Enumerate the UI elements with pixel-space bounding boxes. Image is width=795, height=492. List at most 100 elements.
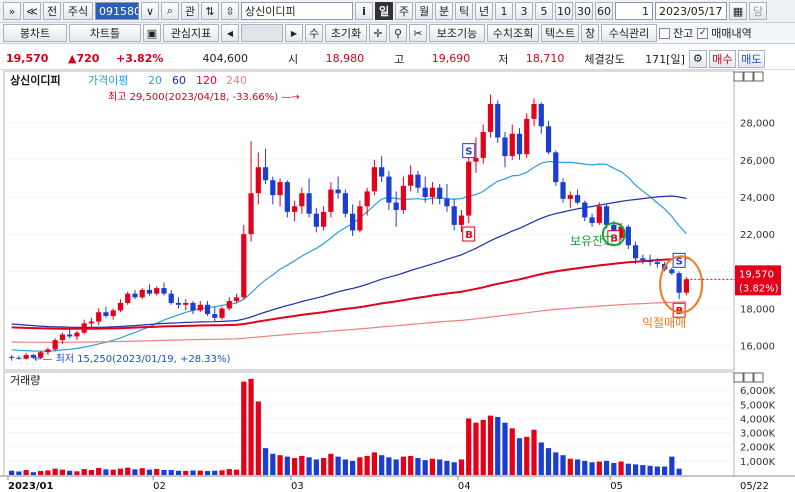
su-button[interactable]: 수 — [305, 24, 323, 42]
sell-button[interactable]: 매도 — [737, 49, 765, 68]
formula-button[interactable]: 수식관리 — [601, 24, 657, 42]
minute-10-button[interactable]: 10 — [555, 2, 573, 20]
candle — [59, 334, 66, 341]
volume-bar — [466, 418, 472, 475]
value-query-button[interactable]: 수치조회 — [487, 24, 539, 42]
scrollbar-track[interactable] — [241, 24, 283, 42]
stock-code-input[interactable]: 091580 — [95, 2, 139, 20]
pin-icon[interactable]: ⚲ — [389, 24, 407, 42]
candle — [306, 193, 312, 214]
scroll-left-icon[interactable]: ◀ — [221, 24, 239, 42]
volume-bar — [74, 471, 80, 475]
volume-bar — [38, 471, 44, 475]
spinner-icon[interactable]: ⇳ — [221, 2, 239, 20]
market-button[interactable]: 전 — [43, 2, 61, 20]
period-tick-button[interactable]: 틱 — [455, 2, 473, 20]
candle — [458, 215, 465, 225]
candle — [161, 288, 167, 294]
period-year-button[interactable]: 년 — [475, 2, 493, 20]
minute-30-button[interactable]: 30 — [575, 2, 593, 20]
buy-button[interactable]: 매수 — [708, 49, 736, 68]
volume-bar — [669, 456, 675, 475]
interval-spinner[interactable]: 1 — [615, 2, 653, 20]
remain-checkbox[interactable]: 잔고 — [659, 25, 693, 41]
search-icon[interactable]: ⌕ — [161, 2, 179, 20]
volume-bar — [393, 459, 399, 475]
info-icon[interactable]: i — [355, 2, 373, 20]
reset-button[interactable]: 초기화 — [325, 24, 367, 42]
candle — [277, 182, 283, 196]
period-day-button[interactable]: 일 — [375, 2, 393, 20]
calendar-icon[interactable]: ▦ — [729, 2, 747, 20]
volume-bar — [661, 466, 668, 475]
collapse-icon[interactable]: ≪ — [23, 2, 41, 20]
window-button[interactable]: 창 — [581, 24, 599, 42]
candle — [81, 323, 87, 333]
minute-5-button[interactable]: 5 — [535, 2, 553, 20]
chart-frame-button[interactable]: 차트틀 — [69, 24, 141, 42]
candle — [255, 167, 261, 194]
relation-button[interactable]: 관 — [181, 2, 199, 20]
candle — [574, 195, 581, 203]
volume-bar — [212, 470, 218, 475]
stock-chart[interactable]: 16,00018,00020,00022,00024,00026,00028,0… — [0, 70, 795, 492]
candle — [480, 131, 486, 158]
candle — [313, 213, 319, 227]
volume-bar — [183, 470, 189, 475]
minute-1-button[interactable]: 1 — [495, 2, 513, 20]
aux-function-button[interactable]: 보조기능 — [429, 24, 485, 42]
stock-name-field[interactable]: 상신이디피 — [241, 2, 353, 20]
scissors-icon[interactable]: ✂ — [409, 24, 427, 42]
volume-close-button[interactable] — [753, 372, 764, 383]
volume-bar — [125, 467, 131, 475]
period-week-button[interactable]: 주 — [395, 2, 413, 20]
volume-bar — [509, 428, 515, 475]
trade-ellipse — [659, 255, 704, 314]
expand-icon[interactable]: » — [3, 2, 21, 20]
volume-bar — [531, 429, 537, 475]
volume-log-button[interactable] — [733, 372, 744, 383]
log-toggle-button[interactable] — [733, 71, 744, 82]
candle — [603, 206, 610, 225]
strength-label: 체결강도 — [584, 52, 625, 66]
volume-bar — [524, 436, 530, 475]
price-tick-label: 28,000 — [740, 119, 775, 130]
volume-bar — [567, 458, 573, 475]
indicator-button[interactable]: 관심지표 — [163, 24, 219, 42]
asset-type-button[interactable]: 주식 — [63, 2, 93, 20]
updown-icon[interactable]: ⇅ — [201, 2, 219, 20]
candle — [335, 189, 341, 194]
volume-bar — [110, 469, 116, 475]
scroll-right-icon[interactable]: ▶ — [285, 24, 303, 42]
candle — [625, 226, 631, 246]
crosshair-icon[interactable]: ✛ — [369, 24, 387, 42]
candle — [190, 302, 196, 311]
volume-bar — [422, 460, 428, 475]
minute-3-button[interactable]: 3 — [515, 2, 533, 20]
candle — [379, 167, 385, 177]
period-minute-button[interactable]: 분 — [435, 2, 453, 20]
volume-bar — [299, 455, 305, 475]
candle — [30, 354, 37, 358]
current-pct-label: (3.82%) — [739, 283, 779, 294]
close-panel-button[interactable] — [753, 71, 764, 82]
save-icon[interactable]: ▣ — [143, 24, 161, 42]
candle — [146, 289, 153, 294]
minute-60-button[interactable]: 60 — [595, 2, 613, 20]
today-button[interactable]: 당 — [749, 2, 767, 20]
gear-icon[interactable]: ⚙ — [688, 49, 707, 68]
chart-type-button[interactable]: 봉차트 — [3, 24, 67, 42]
minimize-panel-button[interactable] — [743, 71, 754, 82]
trade-history-checkbox[interactable]: ✓ 매매내역 — [697, 25, 752, 41]
volume-bar — [154, 468, 160, 475]
buy-marker — [462, 226, 476, 242]
date-field[interactable]: 2023/05/17 — [655, 2, 727, 20]
text-button[interactable]: 텍스트 — [541, 24, 579, 42]
ma60-legend: 60 — [172, 74, 186, 87]
candle — [38, 352, 44, 358]
candle — [110, 310, 116, 316]
period-month-button[interactable]: 월 — [415, 2, 433, 20]
trade-history-label: 매매내역 — [711, 27, 752, 40]
chevron-down-icon[interactable]: ∨ — [141, 2, 159, 20]
volume-min-button[interactable] — [743, 372, 754, 383]
